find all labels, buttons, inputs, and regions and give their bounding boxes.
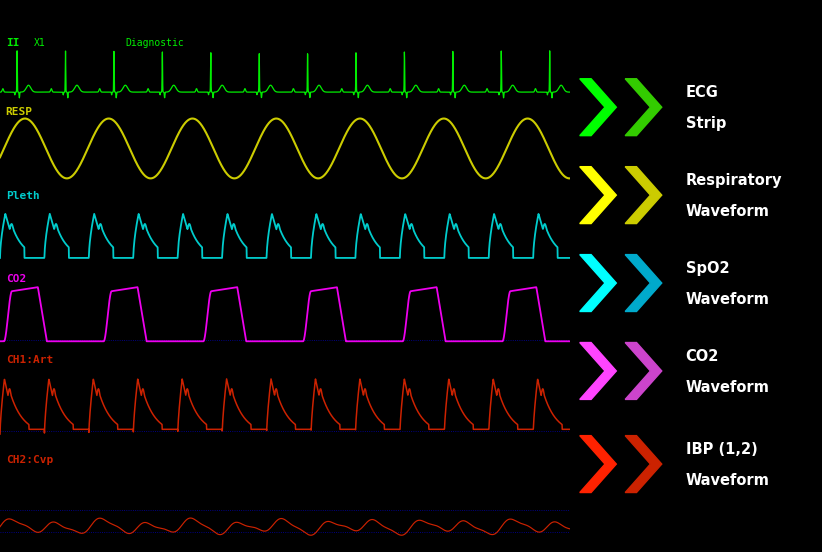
Polygon shape bbox=[626, 254, 662, 311]
Polygon shape bbox=[626, 167, 662, 224]
Text: II: II bbox=[6, 38, 19, 47]
Polygon shape bbox=[626, 343, 662, 400]
Text: CO2: CO2 bbox=[6, 274, 26, 284]
Text: CO2: CO2 bbox=[686, 349, 719, 364]
Text: CH1:Art: CH1:Art bbox=[6, 355, 53, 365]
Text: Waveform: Waveform bbox=[686, 204, 769, 219]
Text: X1: X1 bbox=[35, 38, 46, 47]
Text: ECG: ECG bbox=[686, 85, 718, 100]
Text: Strip: Strip bbox=[686, 116, 726, 131]
Polygon shape bbox=[580, 436, 616, 492]
Text: SpO2: SpO2 bbox=[686, 261, 729, 276]
Text: Pleth: Pleth bbox=[6, 190, 39, 201]
Text: Waveform: Waveform bbox=[686, 380, 769, 395]
Polygon shape bbox=[580, 79, 616, 136]
Polygon shape bbox=[580, 254, 616, 311]
Text: CH2:Cvp: CH2:Cvp bbox=[6, 455, 53, 465]
Text: Waveform: Waveform bbox=[686, 473, 769, 488]
Polygon shape bbox=[626, 79, 662, 136]
Polygon shape bbox=[580, 343, 616, 400]
Text: RESP: RESP bbox=[6, 107, 33, 117]
Text: IBP (1,2): IBP (1,2) bbox=[686, 442, 758, 457]
Text: Diagnostic: Diagnostic bbox=[125, 38, 184, 47]
Text: Respiratory: Respiratory bbox=[686, 173, 783, 188]
Polygon shape bbox=[580, 167, 616, 224]
Text: Waveform: Waveform bbox=[686, 292, 769, 307]
Polygon shape bbox=[626, 436, 662, 492]
